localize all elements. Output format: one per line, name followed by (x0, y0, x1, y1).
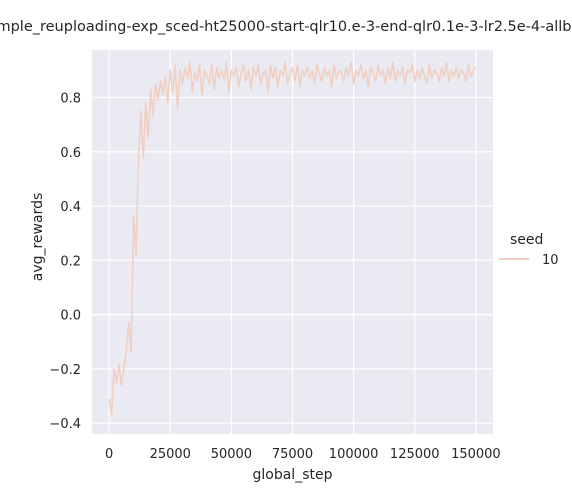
y-tick-label: −0.4 (49, 417, 81, 432)
y-tick-label: 0.6 (60, 146, 81, 161)
y-tick-label: 0.8 (60, 91, 81, 106)
y-axis-ticks: −0.4 −0.2 0.0 0.2 0.4 0.6 0.8 (49, 91, 81, 432)
x-tick-label: 100000 (329, 447, 379, 462)
grid-lines (92, 50, 493, 434)
y-tick-label: 0.0 (60, 309, 81, 324)
x-axis-label: global_step (253, 467, 333, 483)
y-tick-label: −0.2 (49, 363, 81, 378)
x-tick-label: 150000 (451, 447, 501, 462)
series-line-10 (108, 61, 477, 416)
legend-label-10: 10 (542, 253, 559, 268)
legend: seed 10 (499, 232, 559, 268)
legend-title: seed (510, 232, 543, 248)
y-axis-label: avg_rewards (30, 193, 46, 282)
x-tick-label: 75000 (272, 447, 313, 462)
chart-title: mple_reuploading-exp_sced-ht25000-start-… (0, 19, 572, 35)
x-tick-label: 125000 (390, 447, 440, 462)
x-axis-ticks: 0 25000 50000 75000 100000 125000 150000 (105, 447, 501, 462)
y-tick-label: 0.2 (60, 254, 81, 269)
x-tick-label: 25000 (150, 447, 191, 462)
series-layer (108, 61, 477, 416)
x-tick-label: 0 (105, 447, 113, 462)
y-tick-label: 0.4 (60, 200, 81, 215)
x-tick-label: 50000 (211, 447, 252, 462)
